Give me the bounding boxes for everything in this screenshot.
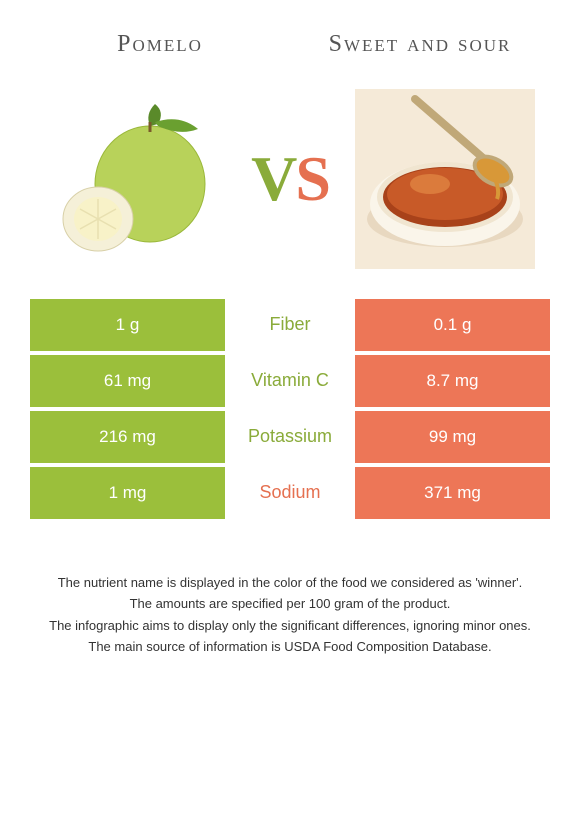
cell-right: 371 mg [355, 467, 550, 519]
title-right: Sweet and sour [290, 30, 550, 59]
image-right [355, 89, 535, 269]
image-left [45, 89, 225, 269]
table-row: 1 mgSodium371 mg [30, 467, 550, 519]
footer-line: The amounts are specified per 100 gram o… [40, 594, 540, 614]
cell-left: 1 g [30, 299, 225, 351]
footer-line: The infographic aims to display only the… [40, 616, 540, 636]
cell-right: 0.1 g [355, 299, 550, 351]
cell-label: Potassium [225, 411, 355, 463]
title-left: Pomelo [30, 30, 290, 59]
footer-notes: The nutrient name is displayed in the co… [0, 523, 580, 657]
header: Pomelo Sweet and sour [0, 0, 580, 69]
nutrient-table: 1 gFiber0.1 g61 mgVitamin C8.7 mg216 mgP… [0, 299, 580, 519]
table-row: 216 mgPotassium99 mg [30, 411, 550, 463]
vs-v: V [251, 143, 295, 214]
cell-right: 8.7 mg [355, 355, 550, 407]
cell-left: 216 mg [30, 411, 225, 463]
cell-right: 99 mg [355, 411, 550, 463]
footer-line: The main source of information is USDA F… [40, 637, 540, 657]
table-row: 61 mgVitamin C8.7 mg [30, 355, 550, 407]
cell-left: 1 mg [30, 467, 225, 519]
cell-left: 61 mg [30, 355, 225, 407]
cell-label: Vitamin C [225, 355, 355, 407]
table-row: 1 gFiber0.1 g [30, 299, 550, 351]
vs-label: VS [251, 142, 329, 216]
cell-label: Fiber [225, 299, 355, 351]
footer-line: The nutrient name is displayed in the co… [40, 573, 540, 593]
images-row: VS [0, 69, 580, 299]
vs-s: S [295, 143, 329, 214]
cell-label: Sodium [225, 467, 355, 519]
